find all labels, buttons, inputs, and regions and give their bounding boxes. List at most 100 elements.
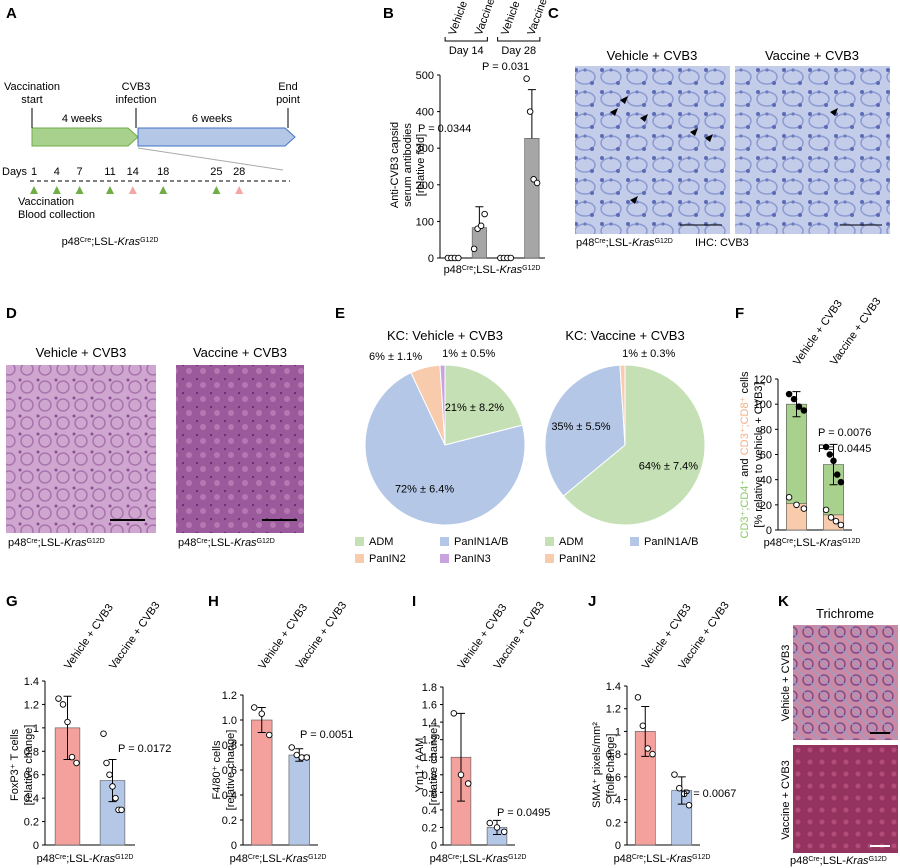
timeline-legend: Blood collection	[18, 209, 95, 221]
day-marker	[235, 186, 244, 194]
genotype-part: Cre	[448, 854, 459, 861]
y-tick-label: 0.6	[24, 770, 39, 782]
pie-slice	[444, 364, 524, 446]
day-label: 18	[157, 166, 169, 178]
genotype-part: ;LSL-	[459, 853, 486, 865]
y-axis-label-part: CD3⁺;CD8⁺	[739, 396, 751, 455]
category-label: Vaccine	[473, 0, 497, 37]
days-label: Days	[2, 166, 28, 178]
legend-swatch	[440, 537, 449, 546]
stain-label: IHC: CVB3	[695, 237, 749, 249]
category-label: Vehicle	[447, 0, 470, 37]
bar	[288, 754, 310, 846]
y-tick-label: 1.2	[422, 735, 437, 747]
legend-swatch	[355, 554, 364, 563]
image-row-label: Vehicle + CVB3	[780, 645, 792, 722]
y-tick-label: 1	[33, 723, 39, 735]
arrowheads	[610, 96, 838, 204]
data-point	[118, 806, 125, 814]
genotype-part: Kras	[93, 853, 116, 865]
panel-letter: C	[548, 5, 559, 22]
pie-slice	[562, 364, 706, 526]
data-point	[293, 751, 301, 759]
day-marker	[30, 186, 38, 194]
data-point	[649, 750, 656, 758]
data-point	[455, 254, 462, 262]
timeline-label: start	[21, 94, 42, 106]
pie-value-label: 35% ± 5.5%	[551, 421, 610, 433]
y-tick-label: 60	[760, 450, 772, 462]
y-tick-label: 0.2	[422, 822, 437, 834]
genotype-label: p48Cre;LSL-KrasG12D	[230, 853, 327, 865]
pie-value-label: 6% ± 1.1%	[369, 351, 422, 363]
y-axis-label: Ym1⁺ AAM	[414, 738, 426, 793]
y-axis-label: SMA⁺ pixels/mm²	[591, 722, 603, 808]
genotype-part: ;LSL-	[208, 537, 235, 549]
genotype-label: p48Cre;LSL-KrasG12D	[8, 537, 105, 549]
image-title: Vaccine + CVB3	[193, 345, 287, 360]
data-point	[477, 222, 485, 230]
genotype-part: Cre	[248, 854, 259, 861]
phase-arrow-vaccination	[31, 127, 139, 147]
genotype-part: Cre	[196, 538, 207, 545]
he-image-vaccine	[176, 365, 304, 533]
pie-value-label: 72% ± 6.4%	[395, 483, 454, 495]
genotype-label: p48Cre;LSL-KrasG12D	[62, 236, 159, 248]
bar	[251, 719, 273, 846]
image-row-label: Vaccine + CVB3	[780, 760, 792, 840]
y-axis-label: [relative fold]	[415, 134, 427, 196]
day-marker	[212, 186, 221, 194]
y-axis-label: [relative change]	[428, 725, 440, 806]
trichrome-image-vehicle	[793, 625, 898, 740]
y-tick-label: 0	[766, 525, 772, 537]
timeline-label: End	[278, 81, 298, 93]
group-label: Day 28	[501, 45, 536, 57]
data-point	[481, 210, 488, 218]
data-point	[470, 245, 478, 253]
y-tick-label: 0.6	[422, 787, 437, 799]
genotype-part: G12D	[257, 538, 275, 545]
y-tick-label: 100	[416, 216, 434, 228]
genotype-part: G12D	[115, 854, 133, 861]
y-tick-label: 1.8	[422, 682, 437, 694]
data-point	[303, 754, 311, 761]
day-label: 1	[31, 166, 37, 178]
panel-letter: I	[412, 593, 416, 610]
panel-letter: F	[735, 305, 744, 322]
legend-label: PanIN3	[454, 553, 491, 565]
pie-title: KC: Vehicle + CVB3	[387, 328, 503, 343]
y-axis-label: FoxP3⁺ T cells	[9, 728, 21, 801]
genotype-part: G12D	[522, 265, 540, 272]
genotype-part: ;LSL-	[820, 855, 847, 867]
panel-letter: B	[383, 5, 394, 22]
zoom-line	[137, 147, 284, 171]
group-bracket	[444, 37, 488, 42]
y-tick-label: 1.4	[24, 676, 39, 688]
genotype-part: p48	[8, 537, 26, 549]
genotype-part: Kras	[670, 853, 693, 865]
genotype-part: p48	[62, 236, 80, 248]
genotype-part: Kras	[286, 853, 309, 865]
data-point	[288, 744, 296, 751]
data-point	[457, 771, 465, 779]
p-value: P = 0.0067	[683, 788, 736, 800]
y-tick-label: 1.4	[606, 681, 621, 693]
legend-label: PanIN2	[369, 553, 406, 565]
genotype-label: p48Cre;LSL-KrasG12D	[430, 853, 527, 865]
y-tick-label: 1.0	[422, 752, 437, 764]
data-point	[634, 694, 642, 701]
y-axis-label: CD3⁺;CD4⁺ and CD3⁺;CD8⁺ cells	[739, 371, 751, 538]
y-tick-label: 1	[615, 726, 621, 738]
data-point	[266, 731, 273, 739]
y-tick-label: 1.2	[606, 704, 621, 716]
data-point	[73, 759, 80, 767]
genotype-part: Kras	[846, 855, 869, 867]
phase-arrow-infection	[137, 127, 296, 147]
genotype-part: p48	[614, 853, 632, 865]
genotype-part: G12D	[869, 856, 887, 863]
y-tick-label: 120	[754, 374, 772, 386]
y-tick-label: 0.8	[606, 749, 621, 761]
p-value: P = 0.0344	[418, 123, 471, 135]
y-tick-label: 20	[760, 500, 772, 512]
genotype-label: p48Cre;LSL-KrasG12D	[764, 537, 861, 549]
